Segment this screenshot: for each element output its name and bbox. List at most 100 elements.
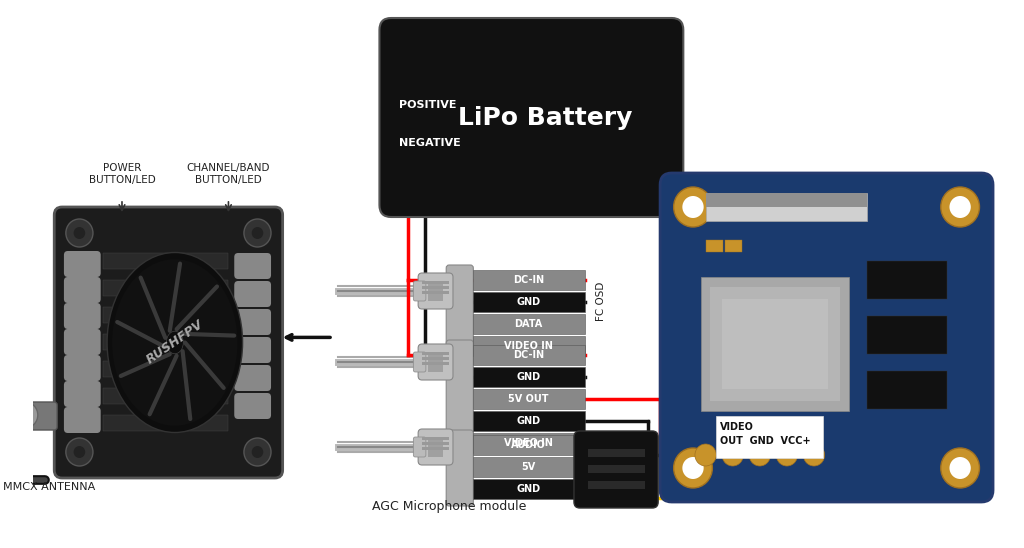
Circle shape [674, 187, 713, 227]
Circle shape [682, 457, 703, 479]
Bar [473, 411, 585, 431]
Bar [473, 433, 585, 453]
Bar [706, 240, 723, 252]
Bar [706, 193, 866, 207]
Bar [473, 345, 585, 365]
Bar [473, 457, 585, 477]
FancyBboxPatch shape [574, 431, 658, 508]
Text: DC-IN: DC-IN [513, 275, 544, 285]
Text: RUSHFPV: RUSHFPV [143, 318, 206, 367]
Circle shape [941, 448, 980, 488]
Circle shape [776, 444, 798, 466]
Circle shape [949, 457, 971, 479]
FancyBboxPatch shape [63, 329, 100, 355]
FancyBboxPatch shape [234, 365, 271, 391]
Ellipse shape [166, 331, 183, 354]
Text: AUDIO: AUDIO [511, 440, 546, 450]
Bar [422, 437, 450, 440]
Text: CHANNEL/BAND
BUTTON/LED: CHANNEL/BAND BUTTON/LED [186, 163, 270, 185]
FancyBboxPatch shape [63, 303, 100, 329]
Bar [422, 357, 450, 360]
Text: DATA: DATA [514, 319, 543, 329]
Text: VIDEO IN: VIDEO IN [504, 341, 553, 351]
Circle shape [66, 219, 93, 247]
FancyBboxPatch shape [414, 437, 426, 457]
Bar [422, 447, 450, 450]
Circle shape [12, 402, 38, 428]
Bar [700, 277, 849, 410]
Circle shape [18, 408, 32, 422]
Bar [428, 281, 443, 301]
Bar [473, 292, 585, 312]
Circle shape [682, 196, 703, 218]
Circle shape [252, 446, 263, 458]
FancyBboxPatch shape [234, 309, 271, 335]
Bar [102, 415, 228, 431]
Text: GND: GND [516, 484, 541, 494]
Text: FC OSD: FC OSD [596, 282, 606, 321]
Bar [422, 281, 450, 284]
Bar [867, 261, 947, 299]
Bar [381, 134, 396, 152]
Ellipse shape [113, 259, 238, 426]
Bar [422, 362, 450, 365]
Text: LiPo Battery: LiPo Battery [458, 106, 633, 129]
Bar [716, 416, 822, 458]
Circle shape [66, 438, 93, 466]
FancyBboxPatch shape [234, 337, 271, 363]
FancyBboxPatch shape [63, 407, 100, 433]
FancyBboxPatch shape [234, 281, 271, 307]
Bar [422, 291, 450, 294]
Bar [473, 336, 585, 356]
Circle shape [74, 446, 85, 458]
Bar [102, 307, 228, 323]
FancyBboxPatch shape [12, 402, 57, 430]
Text: GND: GND [516, 416, 541, 426]
Bar [711, 287, 840, 401]
FancyBboxPatch shape [54, 207, 283, 478]
Circle shape [949, 196, 971, 218]
Bar [725, 240, 742, 252]
FancyBboxPatch shape [660, 173, 993, 502]
Circle shape [695, 444, 716, 466]
FancyBboxPatch shape [380, 18, 683, 217]
Bar [473, 367, 585, 387]
Bar [867, 371, 947, 409]
Text: NEGATIVE: NEGATIVE [398, 138, 461, 148]
Bar [473, 435, 585, 455]
Text: VIDEO: VIDEO [720, 422, 754, 432]
Bar [102, 280, 228, 296]
Bar [422, 286, 450, 289]
Text: 5V OUT: 5V OUT [508, 394, 549, 404]
Circle shape [74, 227, 85, 239]
Text: VIDEO IN: VIDEO IN [504, 438, 553, 448]
Bar [473, 314, 585, 334]
Bar [102, 334, 228, 350]
Circle shape [244, 219, 271, 247]
FancyBboxPatch shape [63, 355, 100, 381]
FancyBboxPatch shape [414, 352, 426, 372]
Text: GND: GND [516, 372, 541, 382]
Circle shape [750, 444, 770, 466]
Text: MMCX ANTENNA: MMCX ANTENNA [3, 482, 95, 492]
Bar [722, 299, 828, 389]
FancyBboxPatch shape [418, 344, 453, 380]
Circle shape [722, 444, 743, 466]
Bar [706, 193, 866, 221]
Bar [588, 481, 645, 489]
Text: POWER
BUTTON/LED: POWER BUTTON/LED [89, 163, 156, 185]
FancyBboxPatch shape [234, 393, 271, 419]
Bar [428, 437, 443, 457]
Bar [588, 465, 645, 473]
Bar [102, 361, 228, 377]
FancyBboxPatch shape [446, 430, 473, 506]
FancyBboxPatch shape [414, 281, 426, 301]
Text: POSITIVE: POSITIVE [398, 100, 457, 110]
FancyBboxPatch shape [446, 340, 473, 460]
Circle shape [244, 438, 271, 466]
FancyBboxPatch shape [63, 381, 100, 407]
Bar [588, 449, 645, 457]
Text: 5V: 5V [521, 462, 536, 472]
Circle shape [252, 227, 263, 239]
Text: GND: GND [516, 297, 541, 307]
